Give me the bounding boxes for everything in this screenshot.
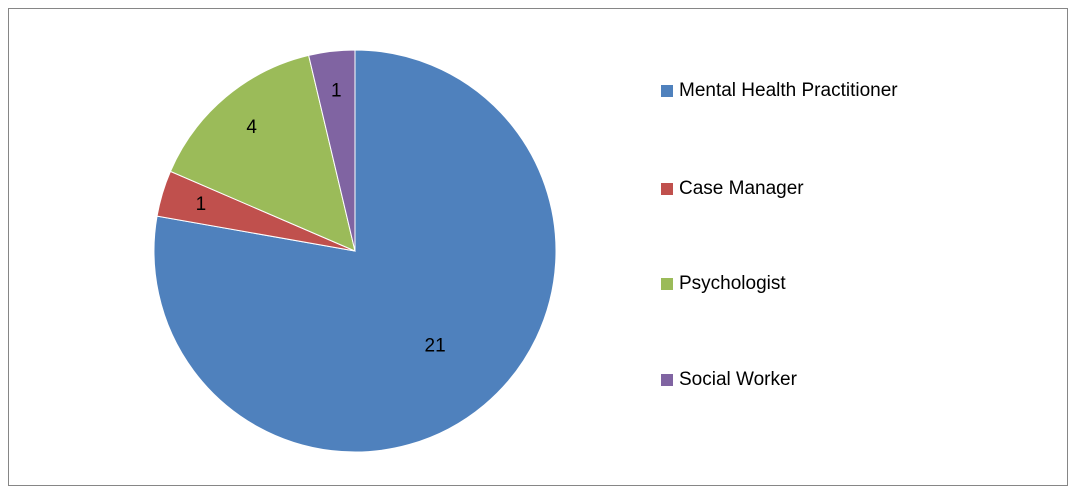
legend-label: Case Manager bbox=[679, 178, 804, 199]
data-label: 1 bbox=[331, 80, 342, 101]
legend-swatch bbox=[661, 183, 673, 195]
data-label: 4 bbox=[246, 117, 257, 138]
legend-swatch bbox=[661, 374, 673, 386]
pie-slice bbox=[169, 54, 356, 252]
legend-swatch bbox=[661, 85, 673, 97]
legend-swatch bbox=[661, 278, 673, 290]
legend-label: Mental Health Practitioner bbox=[679, 80, 898, 101]
legend-label: Psychologist bbox=[679, 273, 786, 294]
data-label: 1 bbox=[196, 194, 207, 215]
data-label: 21 bbox=[425, 335, 446, 356]
pie-slice bbox=[308, 49, 356, 252]
legend-label: Social Worker bbox=[679, 369, 798, 390]
